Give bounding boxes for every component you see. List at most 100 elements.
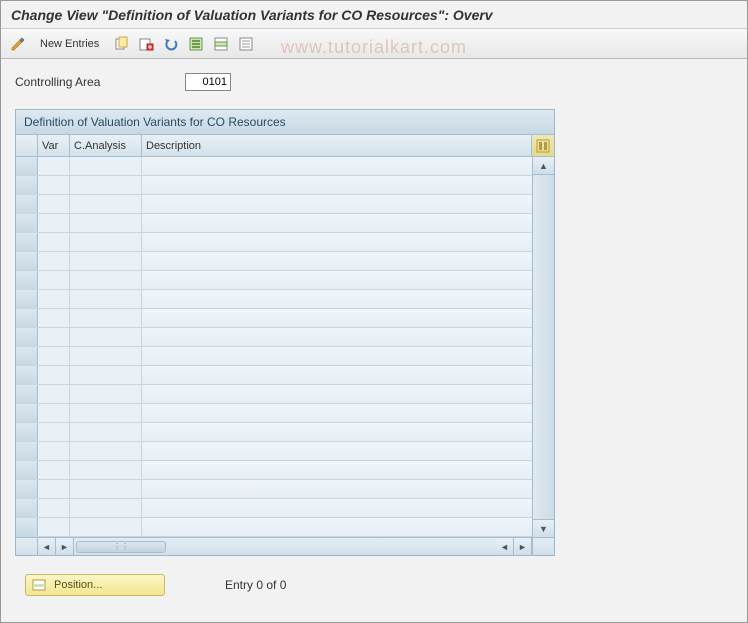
cell-canalysis[interactable] <box>70 385 142 403</box>
table-row[interactable] <box>16 423 532 442</box>
cell-canalysis[interactable] <box>70 499 142 517</box>
cell-description[interactable] <box>142 252 532 270</box>
cell-var[interactable] <box>38 176 70 194</box>
row-selector[interactable] <box>16 195 38 213</box>
table-row[interactable] <box>16 366 532 385</box>
position-button[interactable]: Position... <box>25 574 165 596</box>
cell-description[interactable] <box>142 176 532 194</box>
delete-button[interactable] <box>135 33 157 55</box>
cell-description[interactable] <box>142 385 532 403</box>
table-row[interactable] <box>16 347 532 366</box>
cell-canalysis[interactable] <box>70 252 142 270</box>
col-header-select[interactable] <box>16 135 38 156</box>
cell-canalysis[interactable] <box>70 366 142 384</box>
select-all-button[interactable] <box>185 33 207 55</box>
col-header-canalysis[interactable]: C.Analysis <box>70 135 142 156</box>
cell-description[interactable] <box>142 518 532 536</box>
table-row[interactable] <box>16 157 532 176</box>
row-selector[interactable] <box>16 176 38 194</box>
row-selector[interactable] <box>16 385 38 403</box>
table-row[interactable] <box>16 461 532 480</box>
cell-description[interactable] <box>142 309 532 327</box>
cell-description[interactable] <box>142 480 532 498</box>
table-row[interactable] <box>16 214 532 233</box>
row-selector[interactable] <box>16 233 38 251</box>
table-row[interactable] <box>16 499 532 518</box>
row-selector[interactable] <box>16 442 38 460</box>
cell-canalysis[interactable] <box>70 157 142 175</box>
row-selector[interactable] <box>16 214 38 232</box>
cell-canalysis[interactable] <box>70 290 142 308</box>
change-toggle-button[interactable] <box>7 33 29 55</box>
table-row[interactable] <box>16 385 532 404</box>
deselect-all-button[interactable] <box>235 33 257 55</box>
cell-canalysis[interactable] <box>70 195 142 213</box>
cell-var[interactable] <box>38 423 70 441</box>
select-block-button[interactable] <box>210 33 232 55</box>
cell-canalysis[interactable] <box>70 328 142 346</box>
cell-description[interactable] <box>142 366 532 384</box>
scroll-track-vertical[interactable] <box>533 175 554 519</box>
table-row[interactable] <box>16 195 532 214</box>
cell-description[interactable] <box>142 271 532 289</box>
cell-canalysis[interactable] <box>70 347 142 365</box>
cell-canalysis[interactable] <box>70 271 142 289</box>
row-selector[interactable] <box>16 309 38 327</box>
cell-var[interactable] <box>38 233 70 251</box>
col-header-var[interactable]: Var <box>38 135 70 156</box>
row-selector[interactable] <box>16 347 38 365</box>
cell-var[interactable] <box>38 461 70 479</box>
scroll-down-button[interactable]: ▼ <box>533 519 554 537</box>
scroll-right-last-button[interactable]: ► <box>514 538 532 555</box>
cell-canalysis[interactable] <box>70 176 142 194</box>
table-row[interactable] <box>16 271 532 290</box>
cell-canalysis[interactable] <box>70 480 142 498</box>
controlling-area-input[interactable] <box>185 73 231 91</box>
copy-button[interactable] <box>110 33 132 55</box>
table-row[interactable] <box>16 309 532 328</box>
cell-canalysis[interactable] <box>70 309 142 327</box>
row-selector[interactable] <box>16 271 38 289</box>
cell-canalysis[interactable] <box>70 404 142 422</box>
cell-var[interactable] <box>38 442 70 460</box>
table-row[interactable] <box>16 480 532 499</box>
table-row[interactable] <box>16 518 532 537</box>
cell-var[interactable] <box>38 214 70 232</box>
table-row[interactable] <box>16 290 532 309</box>
cell-var[interactable] <box>38 309 70 327</box>
row-selector[interactable] <box>16 518 38 536</box>
cell-var[interactable] <box>38 366 70 384</box>
cell-description[interactable] <box>142 328 532 346</box>
cell-var[interactable] <box>38 328 70 346</box>
cell-description[interactable] <box>142 461 532 479</box>
scroll-right-button[interactable]: ◄ <box>496 538 514 555</box>
cell-var[interactable] <box>38 499 70 517</box>
scroll-track-horizontal[interactable]: ⋮⋮ <box>74 538 496 555</box>
row-selector[interactable] <box>16 499 38 517</box>
table-row[interactable] <box>16 404 532 423</box>
scroll-up-button[interactable]: ▲ <box>533 157 554 175</box>
cell-canalysis[interactable] <box>70 442 142 460</box>
table-row[interactable] <box>16 233 532 252</box>
configure-columns-button[interactable] <box>532 135 554 156</box>
cell-var[interactable] <box>38 480 70 498</box>
scroll-left-button[interactable]: ► <box>56 538 74 555</box>
cell-var[interactable] <box>38 252 70 270</box>
cell-description[interactable] <box>142 347 532 365</box>
horizontal-scrollbar[interactable]: ◄ ► ⋮⋮ ◄ ► <box>16 537 554 555</box>
cell-var[interactable] <box>38 290 70 308</box>
cell-var[interactable] <box>38 195 70 213</box>
col-header-description[interactable]: Description <box>142 135 532 156</box>
row-selector[interactable] <box>16 404 38 422</box>
cell-canalysis[interactable] <box>70 214 142 232</box>
cell-description[interactable] <box>142 404 532 422</box>
cell-var[interactable] <box>38 157 70 175</box>
row-selector[interactable] <box>16 461 38 479</box>
cell-var[interactable] <box>38 385 70 403</box>
cell-var[interactable] <box>38 271 70 289</box>
row-selector[interactable] <box>16 423 38 441</box>
row-selector[interactable] <box>16 480 38 498</box>
row-selector[interactable] <box>16 366 38 384</box>
table-row[interactable] <box>16 252 532 271</box>
cell-canalysis[interactable] <box>70 518 142 536</box>
